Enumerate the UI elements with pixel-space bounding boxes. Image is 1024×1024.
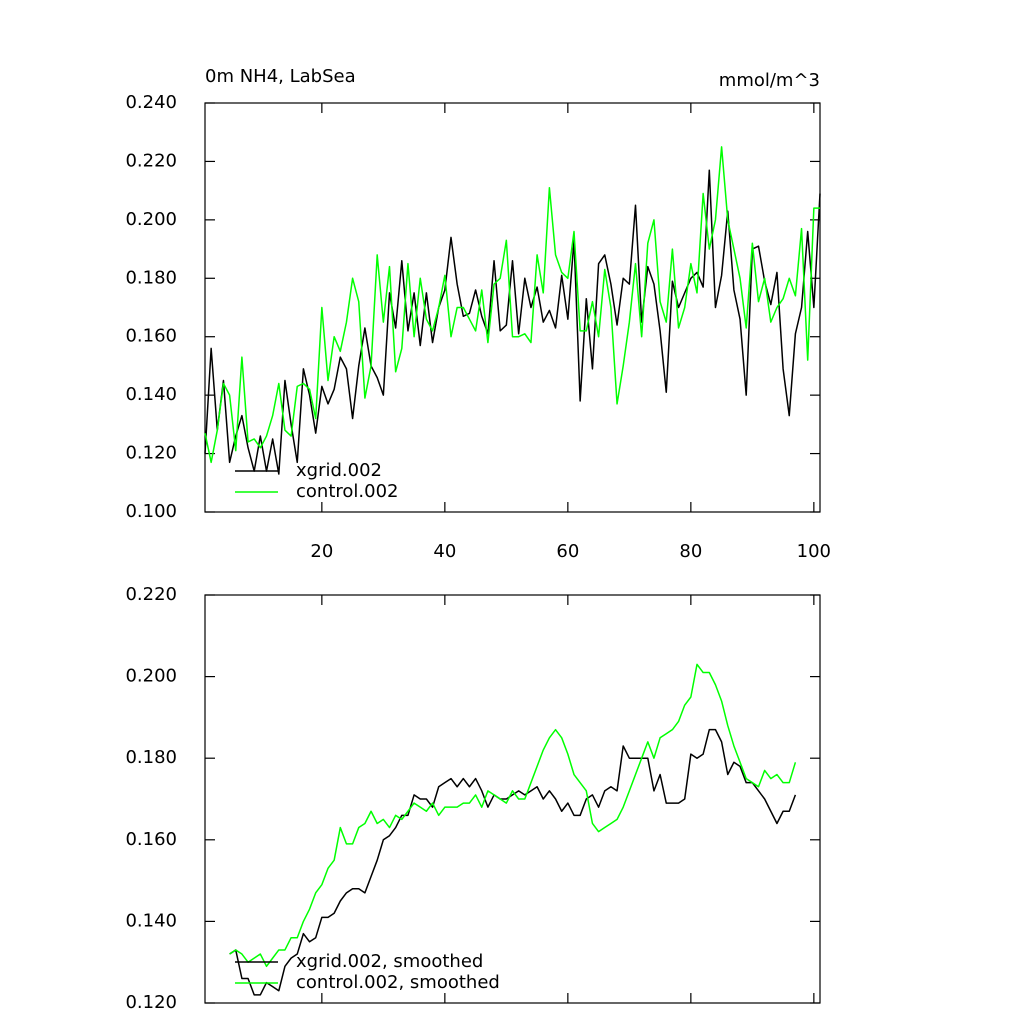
y-tick-label: 0.200 [125,209,177,230]
legend-label: control.002, smoothed [296,972,500,993]
y-tick-label: 0.140 [125,910,177,931]
series-line [204,146,820,464]
y-tick-label: 0.220 [125,150,177,171]
chart-title: 0m NH4, LabSea [205,66,356,87]
legend-label: xgrid.002, smoothed [296,951,483,972]
y-tick-label: 0.120 [125,992,177,1013]
x-tick-label: 100 [797,541,831,562]
y-tick-label: 0.120 [125,443,177,464]
y-tick-label: 0.180 [125,267,177,288]
y-tick-label: 0.200 [125,666,177,687]
x-tick-label: 40 [433,541,456,562]
y-tick-label: 0.220 [125,584,177,605]
units-label: mmol/m^3 [719,70,820,91]
y-tick-label: 0.160 [125,829,177,850]
series-line [229,728,797,996]
legend-label: xgrid.002 [296,460,382,481]
x-tick-label: 80 [679,541,702,562]
y-tick-label: 0.100 [125,501,177,522]
x-tick-label: 60 [556,541,579,562]
y-tick-label: 0.180 [125,747,177,768]
legend-label: control.002 [296,481,398,502]
x-tick-label: 20 [310,541,333,562]
series-line [229,663,797,968]
plot-frame [204,594,821,1004]
y-tick-label: 0.240 [125,92,177,113]
y-tick-label: 0.140 [125,384,177,405]
plot-frame [204,102,821,513]
y-tick-label: 0.160 [125,326,177,347]
